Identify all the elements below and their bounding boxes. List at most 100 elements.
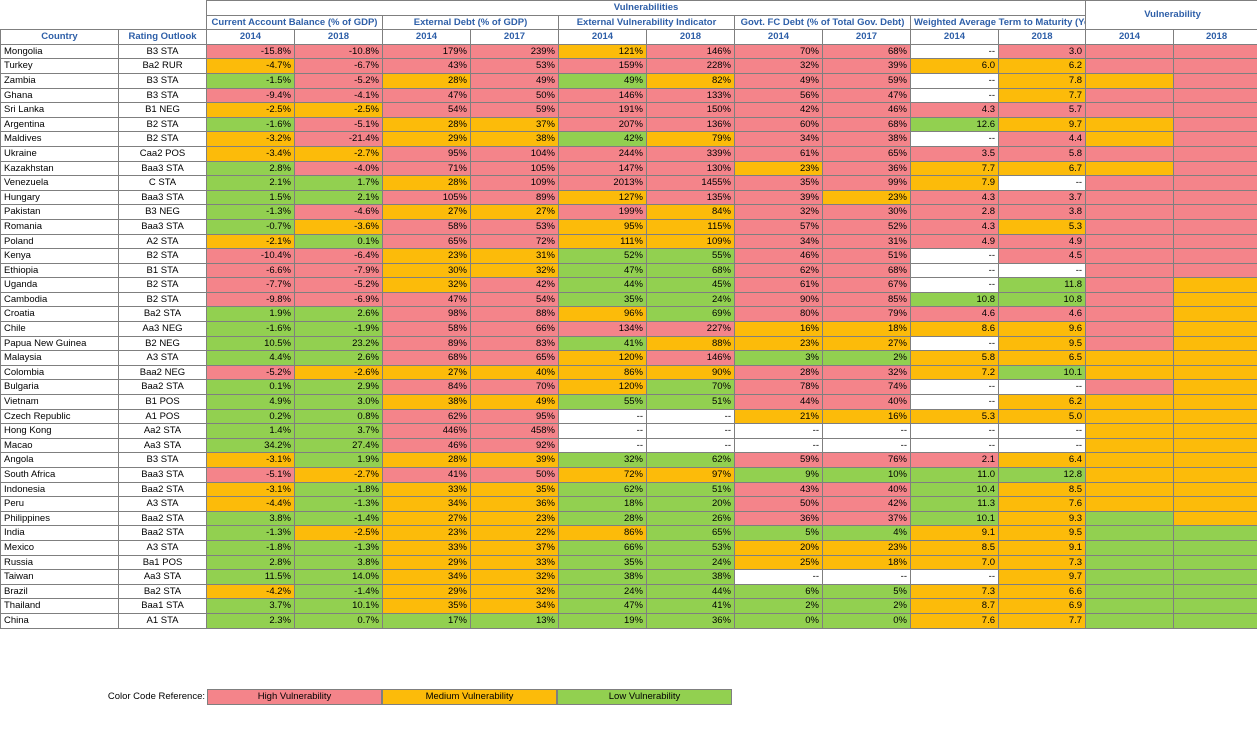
vulnerability-cell: [1085, 510, 1175, 527]
value-cell: 16%: [734, 321, 823, 337]
value-cell: 191%: [558, 102, 647, 118]
value-cell: 1.9%: [206, 306, 295, 323]
value-cell: 18%: [822, 321, 911, 337]
value-cell: 55%: [558, 394, 647, 410]
value-cell: 4.9: [910, 233, 999, 250]
vulnerability-cell: [1173, 481, 1257, 498]
country-cell: Kenya: [0, 248, 119, 264]
value-cell: -1.4%: [294, 510, 383, 527]
value-cell: 38%: [558, 569, 647, 585]
rating-cell: Aa3 NEG: [118, 321, 207, 337]
rating-cell: A3 STA: [118, 350, 207, 366]
table-row: Russia Ba1 POS 2.8% 3.8% 29% 33% 35% 24% 25% 18% 7…: [0, 554, 1257, 571]
value-cell: 65%: [646, 525, 735, 541]
value-cell: -1.3%: [206, 525, 295, 541]
vulnerability-cell: [1085, 43, 1175, 60]
value-cell: 99%: [822, 175, 911, 191]
year-header: 2018: [646, 29, 735, 45]
table-row: Maldives B2 STA -3.2% -21.4% 29% 38% 42% 79% 34%…: [0, 131, 1257, 147]
value-cell: 244%: [558, 145, 647, 162]
country-cell: Macao: [0, 437, 119, 454]
value-cell: 44%: [558, 277, 647, 293]
vulnerability-cell: [1173, 116, 1257, 133]
country-cell: Sri Lanka: [0, 102, 119, 118]
value-cell: 83%: [470, 335, 559, 352]
country-cell: Brazil: [0, 583, 119, 600]
value-cell: 3.8%: [206, 510, 295, 527]
rating-cell: A2 STA: [118, 233, 207, 250]
country-cell: Chile: [0, 321, 119, 337]
value-cell: 82%: [646, 72, 735, 89]
value-cell: 104%: [470, 145, 559, 162]
value-cell: 25%: [734, 554, 823, 571]
rating-cell: A1 POS: [118, 408, 207, 425]
rating-cell: Baa2 STA: [118, 525, 207, 541]
value-cell: -0.7%: [206, 218, 295, 235]
country-cell: Kazakhstan: [0, 160, 119, 177]
value-cell: 49%: [470, 72, 559, 89]
vulnerability-cell: [1085, 437, 1175, 454]
value-cell: 78%: [734, 379, 823, 396]
value-cell: 6.6: [997, 583, 1087, 600]
color-legend: Color Code Reference: High Vulnerability…: [0, 689, 740, 706]
country-cell: Thailand: [0, 598, 119, 614]
value-cell: 55%: [646, 248, 735, 264]
value-cell: 88%: [470, 306, 559, 323]
value-cell: 11.8: [997, 277, 1087, 293]
value-cell: 59%: [734, 452, 823, 468]
vulnerability-cell: [1173, 467, 1257, 483]
value-cell: 30%: [382, 262, 471, 279]
value-cell: 4.9: [997, 233, 1087, 250]
value-cell: 20%: [646, 496, 735, 512]
vulnerability-cell: [1173, 510, 1257, 527]
value-cell: 22%: [470, 525, 559, 541]
value-cell: 1.4%: [206, 423, 295, 439]
country-cell: Bulgaria: [0, 379, 119, 396]
value-cell: 68%: [822, 262, 911, 279]
value-cell: 199%: [558, 204, 647, 220]
value-cell: 146%: [646, 350, 735, 366]
vulnerability-cell: [1173, 525, 1257, 541]
vulnerability-cell: [1085, 408, 1175, 425]
country-cell: Papua New Guinea: [0, 335, 119, 352]
value-cell: 42%: [470, 277, 559, 293]
value-cell: 2.8%: [206, 160, 295, 177]
value-cell: 5.8: [910, 350, 999, 366]
table-row: Colombia Baa2 NEG -5.2% -2.6% 27% 40% 86% 90% 28…: [0, 364, 1257, 381]
table-row: Malaysia A3 STA 4.4% 2.6% 68% 65% 120% 146% 3% 2%…: [0, 350, 1257, 366]
value-cell: 6.5: [997, 350, 1087, 366]
value-cell: 7.7: [997, 612, 1087, 629]
value-cell: 127%: [558, 189, 647, 206]
value-cell: 1.7%: [294, 175, 383, 191]
vulnerability-cell: [1085, 116, 1175, 133]
vulnerability-cell: [1085, 452, 1175, 468]
vulnerability-cell: [1085, 554, 1175, 571]
country-cell: Vietnam: [0, 394, 119, 410]
table-row: Kenya B2 STA -10.4% -6.4% 23% 31% 52% 55% 46% 51%…: [0, 248, 1257, 264]
value-cell: 18%: [822, 554, 911, 571]
value-cell: 130%: [646, 160, 735, 177]
value-cell: 5.0: [997, 408, 1087, 425]
value-cell: 95%: [382, 145, 471, 162]
value-cell: --: [997, 379, 1087, 396]
value-cell: --: [558, 423, 647, 439]
value-cell: 9.7: [997, 116, 1087, 133]
rating-cell: Baa2 NEG: [118, 364, 207, 381]
value-cell: 51%: [646, 394, 735, 410]
value-cell: 29%: [382, 131, 471, 147]
value-cell: 52%: [558, 248, 647, 264]
value-cell: 30%: [822, 204, 911, 220]
vulnerability-cell: [1173, 160, 1257, 177]
metric-header-current-account: Current Account Balance (% of GDP): [206, 14, 383, 31]
value-cell: 23.2%: [294, 335, 383, 352]
value-cell: 34.2%: [206, 437, 295, 454]
country-cell: Philippines: [0, 510, 119, 527]
rating-cell: B2 STA: [118, 277, 207, 293]
country-cell: Turkey: [0, 58, 119, 74]
table-row: Bulgaria Baa2 STA 0.1% 2.9% 84% 70% 120% 70% 78%…: [0, 379, 1257, 396]
value-cell: 5%: [822, 583, 911, 600]
year-header: 2017: [470, 29, 559, 45]
rating-cell: B3 NEG: [118, 204, 207, 220]
vulnerability-table: Vulnerabilities Vulnerability Current Ac…: [0, 0, 1257, 629]
value-cell: --: [910, 335, 999, 352]
